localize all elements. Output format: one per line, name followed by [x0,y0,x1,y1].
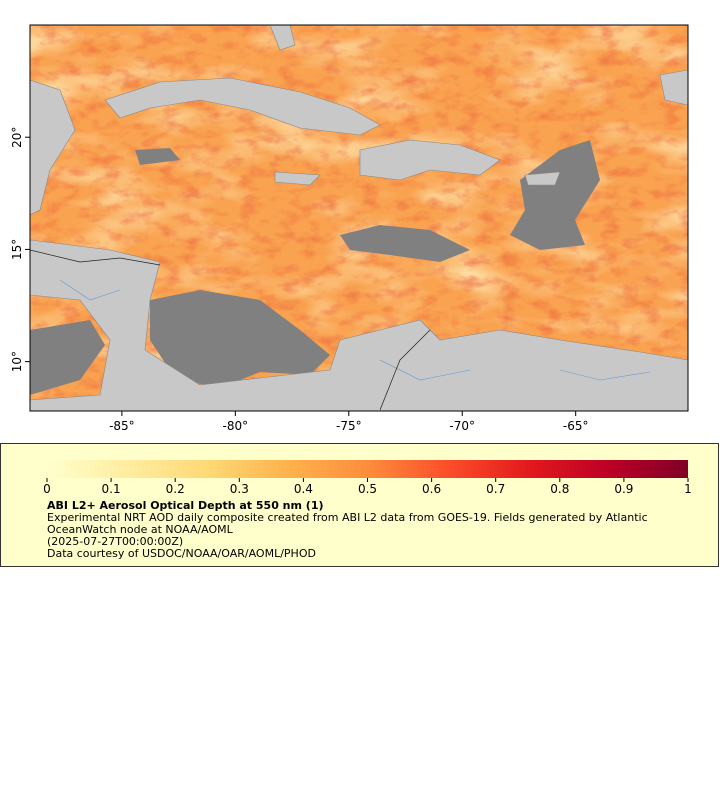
y-tick-label: 15° [10,239,24,260]
colorbar-tick-label: 1 [684,482,692,496]
colorbar-tick-label: 0.3 [230,482,249,496]
colorbar-tick-label: 0.1 [102,482,121,496]
y-tick-label: 20° [10,127,24,148]
legend-description: Experimental NRT AOD daily composite cre… [47,511,648,536]
axes: -85° -80° -75° -70° -65° 10° 15° 20° [10,127,588,433]
x-tick-label: -75° [336,419,362,433]
y-tick-label: 10° [10,351,24,372]
colorbar-tick-label: 0.4 [294,482,313,496]
x-tick-label: -65° [563,419,589,433]
map-frame [29,24,689,412]
colorbar: 0 0.1 0.2 0.3 0.4 0.5 0.6 0.7 0.8 0.9 1 [43,460,692,496]
colorbar-tick-label: 0.2 [166,482,185,496]
legend-text: ABI L2+ Aerosol Optical Depth at 550 nm … [47,500,687,560]
rivers [59,279,651,381]
x-tick-label: -70° [449,419,475,433]
x-tick-label: -85° [109,419,135,433]
legend-time: (2025-07-27T00:00:00Z) [47,535,184,548]
colorbar-tick-label: 0.6 [422,482,441,496]
colorbar-tick-label: 0.8 [550,482,569,496]
colorbar-tick-label: 0.7 [486,482,505,496]
colorbar-tick-label: 0.9 [614,482,633,496]
legend-title: ABI L2+ Aerosol Optical Depth at 550 nm … [47,499,324,512]
no-data-areas [30,140,600,395]
borders [30,249,431,411]
colorbar-scale [47,460,688,478]
map-area [30,25,688,411]
colorbar-tick-label: 0.5 [358,482,377,496]
x-tick-label: -80° [223,419,249,433]
legend-credit: Data courtesy of USDOC/NOAA/OAR/AOML/PHO… [47,547,316,560]
land [30,25,688,411]
colorbar-tick-label: 0 [43,482,51,496]
